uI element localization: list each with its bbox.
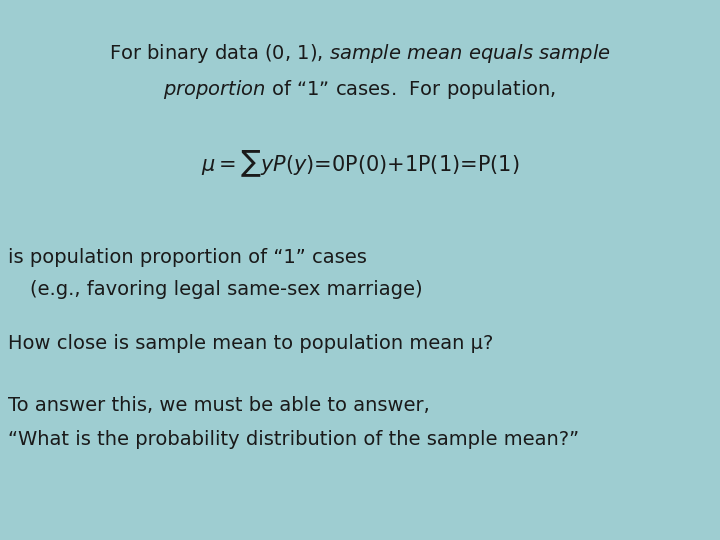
Text: “What is the probability distribution of the sample mean?”: “What is the probability distribution of… [8,430,579,449]
Text: $\mathit{proportion}$ of “1” cases.  For population,: $\mathit{proportion}$ of “1” cases. For … [163,78,557,101]
Text: (e.g., favoring legal same-sex marriage): (e.g., favoring legal same-sex marriage) [30,280,423,299]
Text: How close is sample mean to population mean μ?: How close is sample mean to population m… [8,334,493,353]
Text: $\mu = \sum yP(y)$=0P(0)+1P(1)=P(1): $\mu = \sum yP(y)$=0P(0)+1P(1)=P(1) [201,148,519,179]
Text: is population proportion of “1” cases: is population proportion of “1” cases [8,248,367,267]
Text: To answer this, we must be able to answer,: To answer this, we must be able to answe… [8,396,430,415]
Text: For binary data (0, 1), $\mathit{sample\ mean\ equals\ sample}$: For binary data (0, 1), $\mathit{sample\… [109,42,611,65]
